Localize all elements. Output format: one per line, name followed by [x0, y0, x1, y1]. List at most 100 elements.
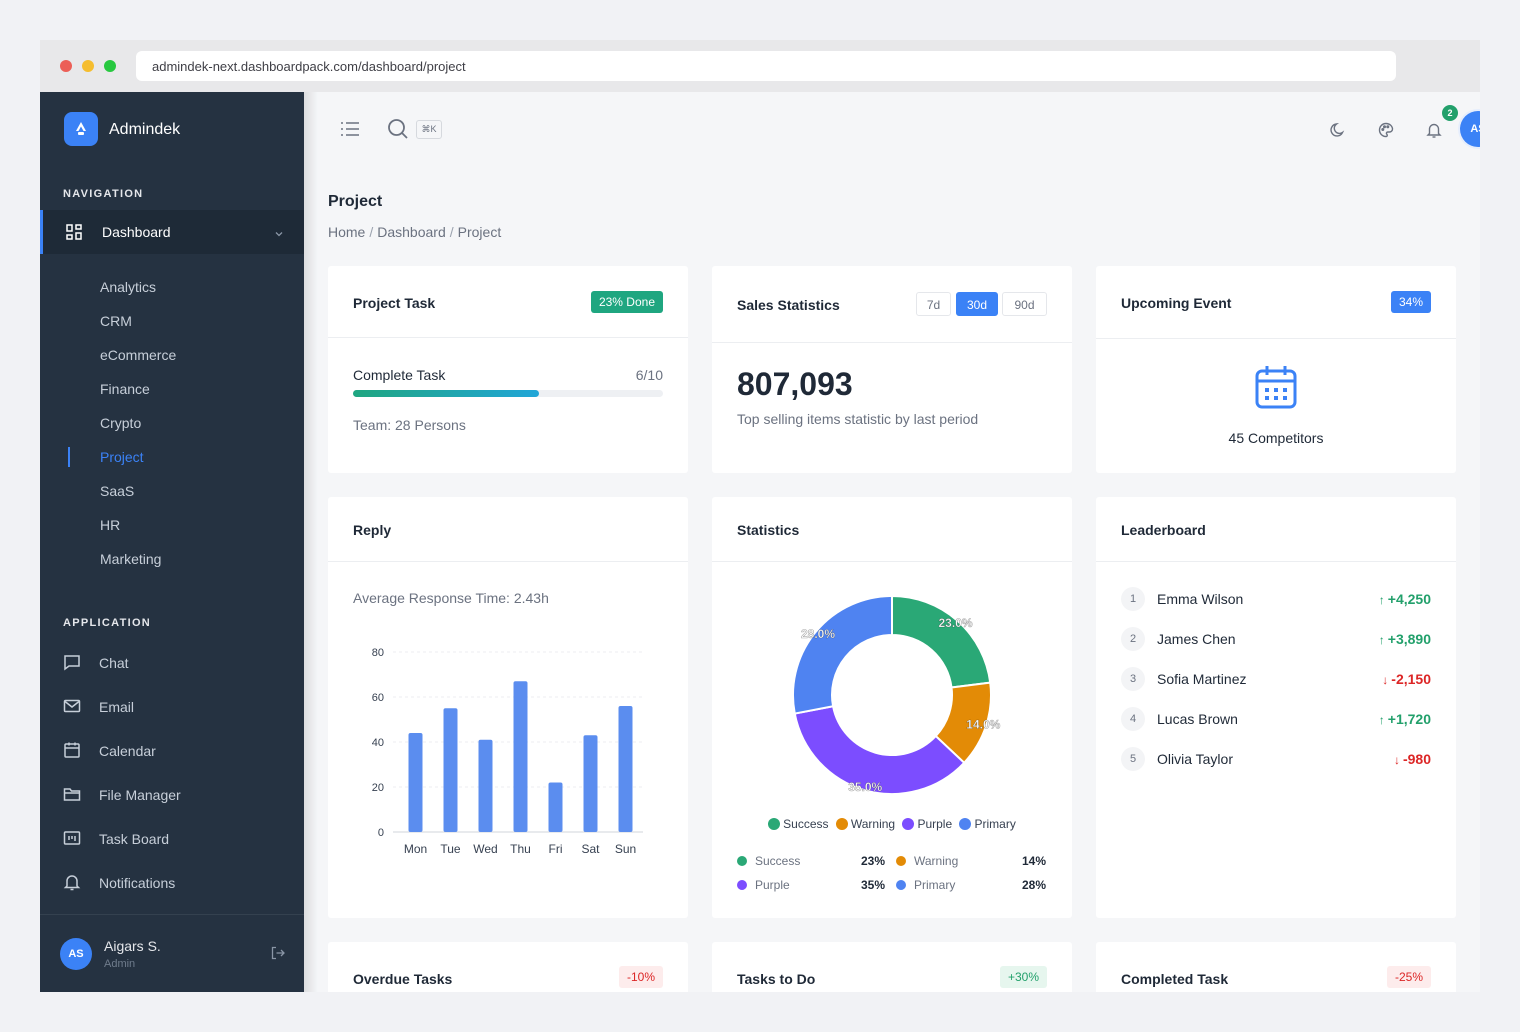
active-indicator — [68, 447, 70, 467]
y-tick-label: 0 — [378, 827, 384, 839]
stat-value-primary: 28% — [1022, 878, 1047, 892]
breadcrumb-dashboard[interactable]: Dashboard — [377, 224, 446, 240]
done-badge: 23% Done — [590, 291, 663, 313]
user-role: Admin — [104, 958, 136, 970]
statistics-card: Statistics 23.0% 14.0% 35.0% 28.0% Success … — [712, 497, 1072, 918]
palette-icon[interactable] — [1377, 121, 1395, 144]
arrow-up-icon: ↑ — [1378, 713, 1385, 727]
card-title: Project Task — [353, 295, 436, 311]
sidebar-item-ecommerce[interactable]: eCommerce — [100, 347, 177, 363]
range-7d-button[interactable]: 7d — [916, 292, 951, 316]
slice-label: 28.0% — [801, 627, 835, 641]
bar-sun[interactable] — [618, 706, 633, 832]
arrow-down-icon: ↓ — [1382, 673, 1389, 687]
sidebar-item-crypto[interactable]: Crypto — [100, 415, 142, 431]
sidebar-item-dashboard[interactable]: Dashboard — [40, 210, 304, 254]
maximize-window-dot[interactable] — [104, 60, 116, 72]
profile-avatar[interactable]: AS — [1460, 111, 1480, 147]
sidebar-item-crm[interactable]: CRM — [100, 313, 132, 329]
sidebar-item-label: Task Board — [99, 831, 170, 847]
leaderboard-row[interactable]: 3 Sofia Martinez ↓ -2,150 — [1121, 667, 1431, 691]
complete-task-label: Complete Task — [353, 367, 446, 383]
slice-purple[interactable] — [793, 705, 966, 795]
bell-icon[interactable] — [1425, 121, 1443, 144]
bar-wed[interactable] — [478, 739, 493, 832]
arrow-down-icon: ↓ — [1393, 753, 1400, 767]
user-avatar[interactable]: AS — [60, 938, 92, 970]
x-tick-label: Sat — [581, 842, 600, 856]
browser-titlebar: admindek-next.dashboardpack.com/dashboar… — [40, 40, 1480, 92]
search-icon[interactable] — [386, 117, 410, 146]
card-title: Upcoming Event — [1121, 295, 1232, 311]
breadcrumb: Home / Dashboard / Project — [328, 224, 501, 240]
card-title: Tasks to Do — [737, 971, 816, 987]
bar-thu[interactable] — [513, 681, 528, 832]
calendar-icon — [1254, 364, 1298, 415]
leaderboard-row[interactable]: 4 Lucas Brown ↑ +1,720 — [1121, 707, 1431, 731]
competitors-count: 45 Competitors — [1228, 430, 1324, 446]
slice-primary[interactable] — [792, 594, 893, 715]
stat-dot-primary — [896, 880, 906, 890]
slice-success[interactable] — [891, 594, 992, 689]
sidebar-item-finance[interactable]: Finance — [100, 381, 150, 397]
rank-badge: 3 — [1121, 667, 1145, 691]
chevron-down-icon — [274, 226, 284, 244]
menu-toggle-icon[interactable] — [339, 119, 361, 144]
score-delta: ↑ +1,720 — [1379, 711, 1431, 727]
bar-sat[interactable] — [583, 735, 598, 832]
sidebar-item-label: File Manager — [99, 787, 181, 803]
legend-item-success[interactable]: Success — [768, 817, 829, 831]
moon-icon[interactable] — [1329, 121, 1347, 144]
sidebar-item-label: Notifications — [99, 875, 176, 891]
main-content: ⌘K 2 AS Project Home/Dashboard/Project P… — [304, 92, 1480, 992]
sidebar-item-notifications[interactable]: Notifications — [40, 872, 304, 896]
leaderboard-row[interactable]: 2 James Chen ↑ +3,890 — [1121, 627, 1431, 651]
sidebar-item-calendar[interactable]: Calendar — [40, 740, 304, 764]
sidebar-item-chat[interactable]: Chat — [40, 652, 304, 676]
player-name: Olivia Taylor — [1157, 751, 1233, 767]
logo-icon[interactable] — [64, 112, 98, 146]
bar-fri[interactable] — [548, 782, 563, 833]
legend-item-purple[interactable]: Purple — [902, 817, 952, 831]
y-tick-label: 20 — [372, 782, 384, 794]
x-tick-label: Sun — [615, 842, 636, 856]
legend-dot — [959, 818, 972, 830]
sidebar-item-task-board[interactable]: Task Board — [40, 828, 304, 852]
minimize-window-dot[interactable] — [82, 60, 94, 72]
sidebar-item-file-manager[interactable]: File Manager — [40, 784, 304, 808]
leaderboard-row[interactable]: 1 Emma Wilson ↑ +4,250 — [1121, 587, 1431, 611]
leaderboard-row[interactable]: 5 Olivia Taylor ↓ -980 — [1121, 747, 1431, 771]
bar-mon[interactable] — [408, 733, 423, 832]
task-count: 6/10 — [635, 367, 663, 383]
logout-icon[interactable] — [270, 945, 286, 966]
score-delta: ↓ -2,150 — [1382, 671, 1431, 687]
sidebar-item-email[interactable]: Email — [40, 696, 304, 720]
close-window-dot[interactable] — [60, 60, 72, 72]
stat-dot-purple — [737, 880, 747, 890]
breadcrumb-home[interactable]: Home — [328, 224, 366, 240]
bar-tue[interactable] — [443, 708, 458, 832]
overdue-tasks-card: Overdue Tasks -10% — [328, 942, 688, 992]
app-section-label: APPLICATION — [63, 617, 152, 629]
legend-item-warning[interactable]: Warning — [835, 817, 895, 831]
legend-label: Success — [783, 817, 829, 831]
sidebar: Admindek NAVIGATION Dashboard Analytics … — [40, 92, 304, 992]
event-percent-badge: 34% — [1390, 291, 1431, 313]
brand-name[interactable]: Admindek — [109, 121, 181, 138]
score-delta: ↑ +4,250 — [1379, 591, 1431, 607]
breadcrumb-current: Project — [457, 224, 502, 240]
score-delta-value: +4,250 — [1387, 591, 1431, 607]
sidebar-item-analytics[interactable]: Analytics — [100, 279, 157, 295]
search-shortcut-badge[interactable]: ⌘K — [416, 120, 442, 139]
sidebar-item-marketing[interactable]: Marketing — [100, 551, 162, 567]
rank-badge: 1 — [1121, 587, 1145, 611]
sidebar-item-project[interactable]: Project — [100, 449, 144, 465]
sidebar-item-saas[interactable]: SaaS — [100, 483, 135, 499]
range-30d-button[interactable]: 30d — [956, 292, 998, 316]
range-90d-button[interactable]: 90d — [1002, 292, 1047, 316]
sidebar-item-hr[interactable]: HR — [100, 517, 121, 533]
stat-label-success: Success — [755, 854, 801, 868]
legend-item-primary[interactable]: Primary — [959, 817, 1016, 831]
card-header — [328, 266, 688, 338]
address-bar[interactable]: admindek-next.dashboardpack.com/dashboar… — [136, 51, 1396, 81]
